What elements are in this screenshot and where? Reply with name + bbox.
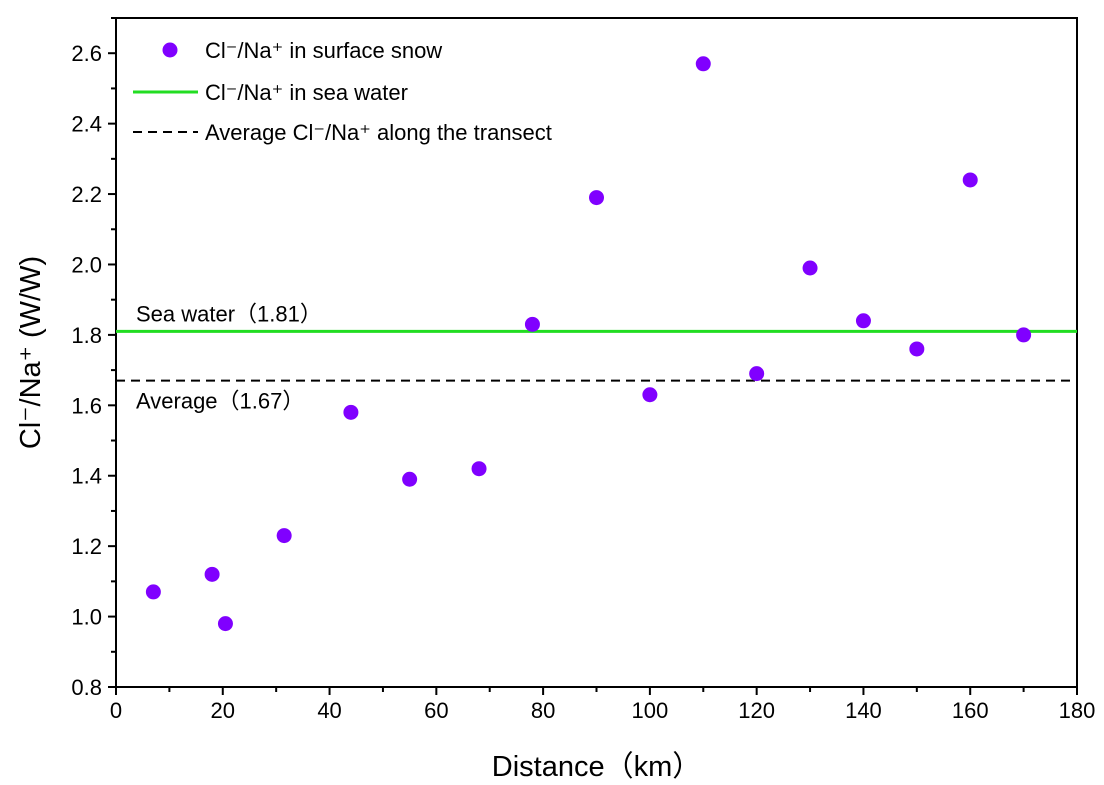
data-point [642, 387, 658, 403]
y-tick-label: 2.6 [71, 41, 102, 66]
x-tick-label: 140 [845, 698, 882, 723]
x-tick-label: 100 [632, 698, 669, 723]
x-axis-ticks: 0 20 40 60 80 100 120 140 160 180 [110, 687, 1095, 723]
sea-water-annotation: Sea water（1.81） [136, 301, 322, 326]
data-point [589, 190, 604, 206]
data-point [962, 172, 978, 188]
data-point [343, 404, 359, 420]
x-tick-label: 80 [531, 698, 555, 723]
y-tick-label: 1.6 [71, 393, 102, 418]
data-point [217, 616, 233, 632]
y-tick-label: 1.2 [71, 534, 102, 559]
x-tick-label: 60 [424, 698, 448, 723]
data-point [749, 366, 765, 382]
x-tick-label: 120 [738, 698, 775, 723]
legend-label: Average Cl⁻/Na⁺ along the transect [205, 120, 552, 145]
legend-label: Cl⁻/Na⁺ in sea water [205, 80, 408, 105]
x-tick-label: 20 [211, 698, 235, 723]
data-point [802, 260, 818, 276]
legend-label: Cl⁻/Na⁺ in surface snow [205, 38, 442, 63]
reference-lines [116, 329, 1077, 382]
data-point [909, 341, 925, 357]
data-point [145, 584, 161, 600]
y-tick-label: 1.8 [71, 323, 102, 348]
y-tick-label: 2.2 [71, 182, 102, 207]
data-point [276, 528, 292, 544]
y-axis-ticks: 0.8 1.0 1.2 1.4 1.6 1.8 2.0 2.2 2.4 2.6 [71, 17, 116, 700]
x-tick-label: 180 [1059, 698, 1096, 723]
data-point [524, 316, 540, 332]
data-point [1016, 327, 1032, 343]
y-tick-label: 2.0 [71, 252, 102, 277]
data-point [695, 56, 711, 72]
y-tick-label: 0.8 [71, 675, 102, 700]
y-tick-label: 2.4 [71, 112, 102, 137]
legend: Cl⁻/Na⁺ in surface snow Cl⁻/Na⁺ in sea wa… [133, 38, 552, 145]
x-tick-label: 40 [317, 698, 341, 723]
y-tick-label: 1.4 [71, 464, 102, 489]
data-point [204, 566, 220, 582]
legend-marker-snow [162, 42, 178, 58]
y-axis-title: Cl⁻/Na⁺ (W/W) [15, 256, 47, 449]
plot-border [115, 17, 1078, 688]
plot-frame [115, 17, 1078, 688]
data-point [471, 461, 487, 477]
x-axis-title: Distance（km） [492, 751, 702, 783]
average-annotation: Average（1.67） [136, 389, 304, 414]
x-tick-label: 160 [952, 698, 989, 723]
data-point [855, 313, 871, 329]
data-point [402, 471, 418, 487]
snow-ratio-points [145, 56, 1032, 632]
x-tick-label: 0 [110, 698, 122, 723]
line-annotations: Sea water（1.81） Average（1.67） [136, 301, 322, 413]
y-tick-label: 1.0 [71, 605, 102, 630]
